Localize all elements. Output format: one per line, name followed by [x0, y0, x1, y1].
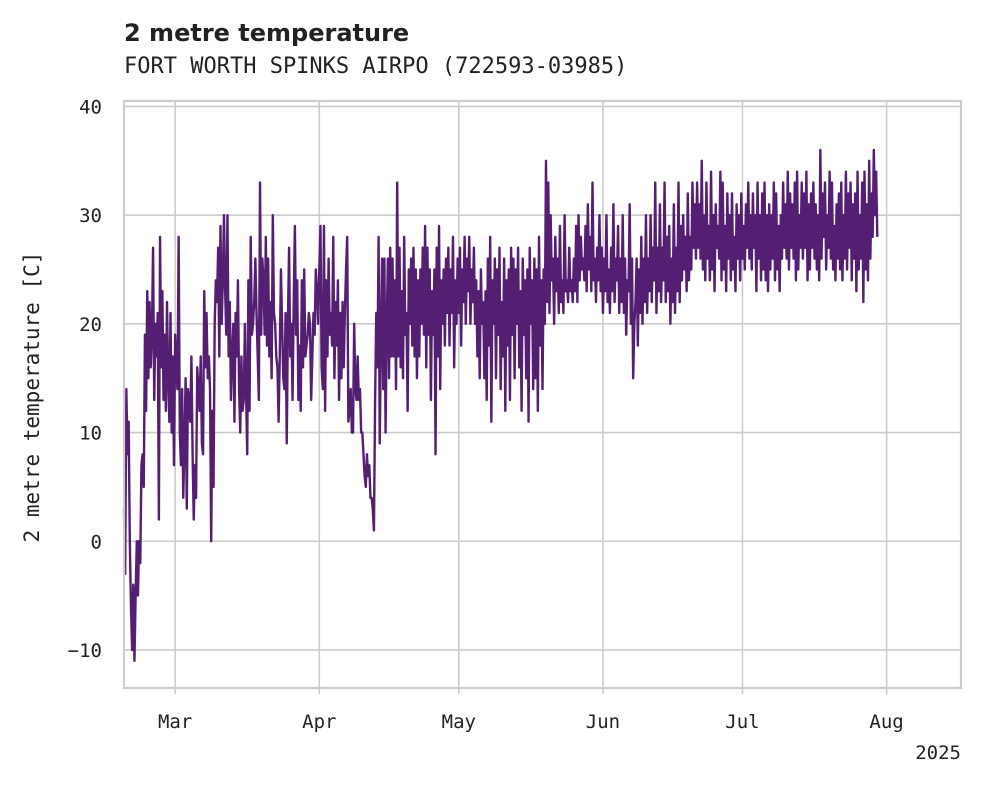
- plot-frame: [122, 99, 963, 690]
- x-tick-label: Apr: [302, 711, 336, 733]
- x-axis: Mar Apr May Jun Jul Aug: [158, 688, 904, 733]
- y-tick-label: 30: [79, 205, 102, 227]
- y-tick-label: 10: [79, 423, 102, 445]
- y-tick-label: 20: [79, 314, 102, 336]
- chart-title: 2 metre temperature: [124, 19, 409, 47]
- y-axis-label: 2 metre temperature [C]: [20, 252, 44, 543]
- series-lines: [122, 148, 879, 663]
- x-tick-label: Aug: [869, 711, 903, 733]
- chart-subtitle: FORT WORTH SPINKS AIRPO (722593-03985): [124, 54, 627, 79]
- series-line: [122, 148, 879, 663]
- y-tick-label: 40: [79, 96, 102, 118]
- x-tick-label: Mar: [158, 711, 192, 733]
- y-tick-label: 0: [91, 531, 102, 553]
- x-tick-label: Jul: [725, 711, 759, 733]
- x-tick-label: May: [442, 711, 476, 733]
- x-offset-label: 2025: [915, 742, 961, 764]
- y-tick-label: −10: [68, 640, 102, 662]
- x-tick-label: Jun: [586, 711, 620, 733]
- y-axis: −10 0 10 20 30 40: [68, 96, 102, 662]
